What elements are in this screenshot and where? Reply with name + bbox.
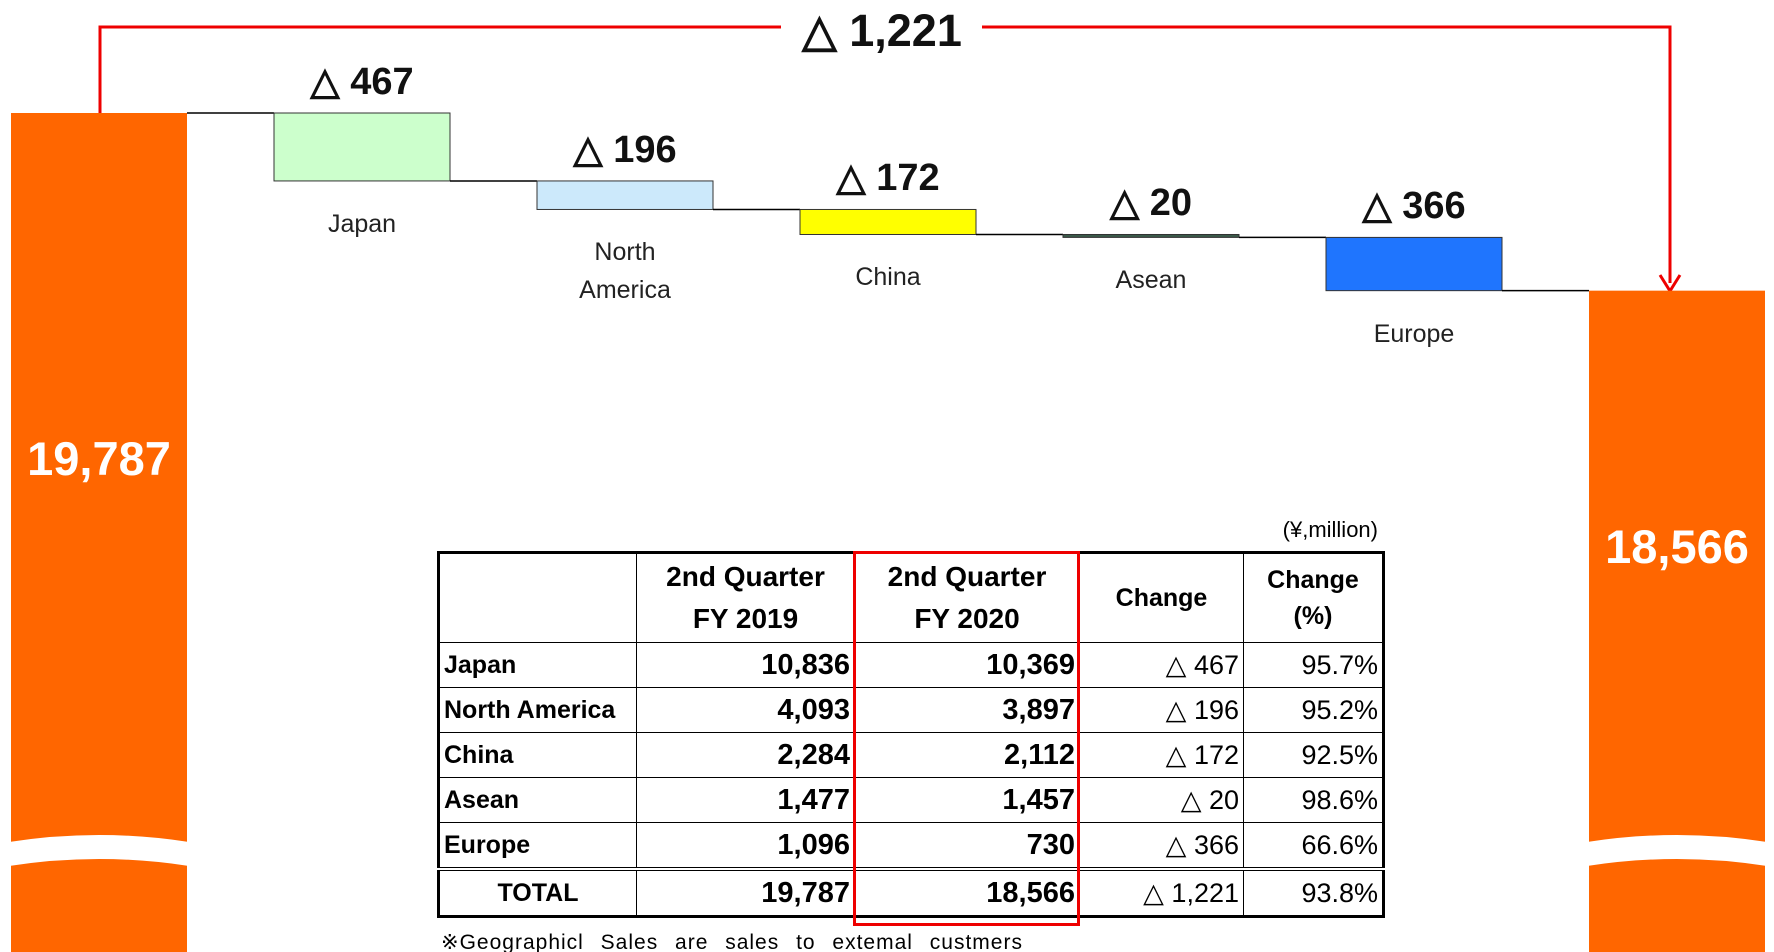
table-cell: △ 1,221 bbox=[1079, 867, 1244, 917]
table-cell: △ 196 bbox=[1079, 687, 1244, 733]
table-cell: Asean bbox=[438, 777, 637, 823]
bar bbox=[273, 112, 451, 182]
table-cell: 10,369 bbox=[854, 642, 1080, 688]
value-label: △ 196 bbox=[573, 128, 677, 171]
table-cell: 93.8% bbox=[1243, 867, 1384, 917]
table-cell: △ 467 bbox=[1079, 642, 1244, 688]
table-cell: 2,284 bbox=[636, 732, 855, 778]
header-cell: 2nd Quarter FY 2019 bbox=[636, 552, 855, 643]
footnote: ※Geographicl Sales are sales to extemal … bbox=[441, 931, 1023, 952]
category-label: Asean bbox=[1115, 266, 1187, 295]
table-row: Asean 1,477 1,457 △ 20 98.6% bbox=[438, 777, 1384, 823]
table-cell: Europe bbox=[438, 822, 637, 870]
table-cell: 1,477 bbox=[636, 777, 855, 823]
table-cell: 2,112 bbox=[854, 732, 1080, 778]
table: 2nd Quarter FY 2019 2nd Quarter FY 2020 Ch… bbox=[437, 551, 1385, 918]
table-row: Japan 10,836 10,369 △ 467 95.7% bbox=[438, 642, 1384, 688]
table-row: Europe 1,096 730 △ 366 66.6% bbox=[438, 822, 1384, 870]
table-cell: 4,093 bbox=[636, 687, 855, 733]
category-label: North America bbox=[579, 238, 671, 305]
table-row: North America 4,093 3,897 △ 196 95.2% bbox=[438, 687, 1384, 733]
table-cell: 95.7% bbox=[1243, 642, 1384, 688]
value-label: △ 366 bbox=[1362, 185, 1466, 228]
table-cell: 1,096 bbox=[636, 822, 855, 870]
value-label: △ 172 bbox=[836, 157, 940, 200]
table-cell: 1,457 bbox=[854, 777, 1080, 823]
bar bbox=[11, 113, 187, 952]
category-label: China bbox=[855, 263, 921, 292]
annotation: △ 1,221 bbox=[802, 5, 962, 56]
bar bbox=[799, 208, 977, 235]
table-cell: 19,787 bbox=[636, 867, 855, 917]
table-cell: △ 172 bbox=[1079, 732, 1244, 778]
value-label: 19,787 bbox=[27, 432, 171, 485]
table-cell: China bbox=[438, 732, 637, 778]
header-row: 2nd Quarter FY 2019 2nd Quarter FY 2020 Ch… bbox=[438, 552, 1384, 643]
category-label: Japan bbox=[327, 209, 397, 238]
header-cell: Change bbox=[1079, 552, 1244, 643]
table-cell: 18,566 bbox=[854, 867, 1080, 917]
table-cell: △ 366 bbox=[1079, 822, 1244, 870]
table-cell: 730 bbox=[854, 822, 1080, 870]
total-bracket bbox=[98, 25, 1672, 283]
axis-break bbox=[1587, 835, 1767, 866]
value-label: △ 467 bbox=[310, 61, 414, 103]
header-cell: 2nd Quarter FY 2020 bbox=[854, 552, 1080, 643]
table-cell: 3,897 bbox=[854, 687, 1080, 733]
header-cell: Change (%) bbox=[1243, 552, 1384, 643]
value-label: 18,566 bbox=[1605, 519, 1749, 573]
table-row: China 2,284 2,112 △ 172 92.5% bbox=[438, 732, 1384, 778]
table-cell: TOTAL bbox=[438, 867, 637, 917]
table-cell: 98.6% bbox=[1243, 777, 1384, 823]
table-cell: North America bbox=[438, 687, 637, 733]
table-cell: △ 20 bbox=[1079, 777, 1244, 823]
value-label: △ 20 bbox=[1109, 182, 1193, 225]
bar bbox=[536, 180, 714, 210]
unit: (¥,million) bbox=[1282, 517, 1378, 542]
table-cell: 95.2% bbox=[1243, 687, 1384, 733]
header-cell bbox=[438, 552, 637, 643]
table-cell: 92.5% bbox=[1243, 732, 1384, 778]
bar bbox=[1325, 236, 1503, 292]
table-row: TOTAL 19,787 18,566 △ 1,221 93.8% bbox=[438, 867, 1384, 917]
category-label: Europe bbox=[1373, 319, 1455, 348]
bar bbox=[1062, 233, 1240, 238]
axis-break bbox=[9, 835, 189, 866]
table-cell: Japan bbox=[438, 642, 637, 688]
table-cell: 10,836 bbox=[636, 642, 855, 688]
table-cell: 66.6% bbox=[1243, 822, 1384, 870]
